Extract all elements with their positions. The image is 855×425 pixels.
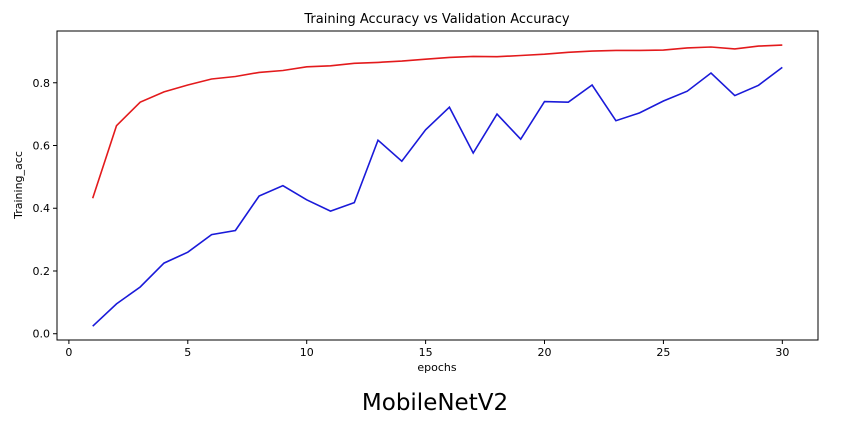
plot-frame <box>56 30 819 341</box>
plot-series <box>91 44 783 327</box>
x-tick-label: 0 <box>65 346 72 359</box>
y-tick-label: 0.4 <box>33 202 51 215</box>
x-axis-label: epochs <box>417 361 456 374</box>
x-tick-label: 5 <box>184 346 191 359</box>
figure-caption: MobileNetV2 <box>361 390 509 416</box>
y-axis: 0.0 0.2 0.4 0.6 0.8 <box>33 77 57 341</box>
x-axis: 0 5 10 15 20 25 30 <box>65 340 789 359</box>
series-line-2 <box>92 66 783 327</box>
chart: Training Accuracy vs Validation Accuracy… <box>12 12 819 374</box>
y-axis-label: Training_acc <box>12 151 25 220</box>
series-line-1 <box>91 44 783 199</box>
y-tick-label: 0.2 <box>33 265 51 278</box>
x-tick-label: 10 <box>300 346 314 359</box>
x-tick-label: 25 <box>656 346 670 359</box>
x-tick-label: 30 <box>775 346 789 359</box>
x-tick-label: 15 <box>419 346 433 359</box>
chart-title: Training Accuracy vs Validation Accuracy <box>303 12 569 27</box>
y-tick-label: 0.8 <box>33 77 51 90</box>
y-tick-label: 0.0 <box>33 328 51 341</box>
x-tick-label: 20 <box>538 346 552 359</box>
y-tick-label: 0.6 <box>33 140 51 153</box>
